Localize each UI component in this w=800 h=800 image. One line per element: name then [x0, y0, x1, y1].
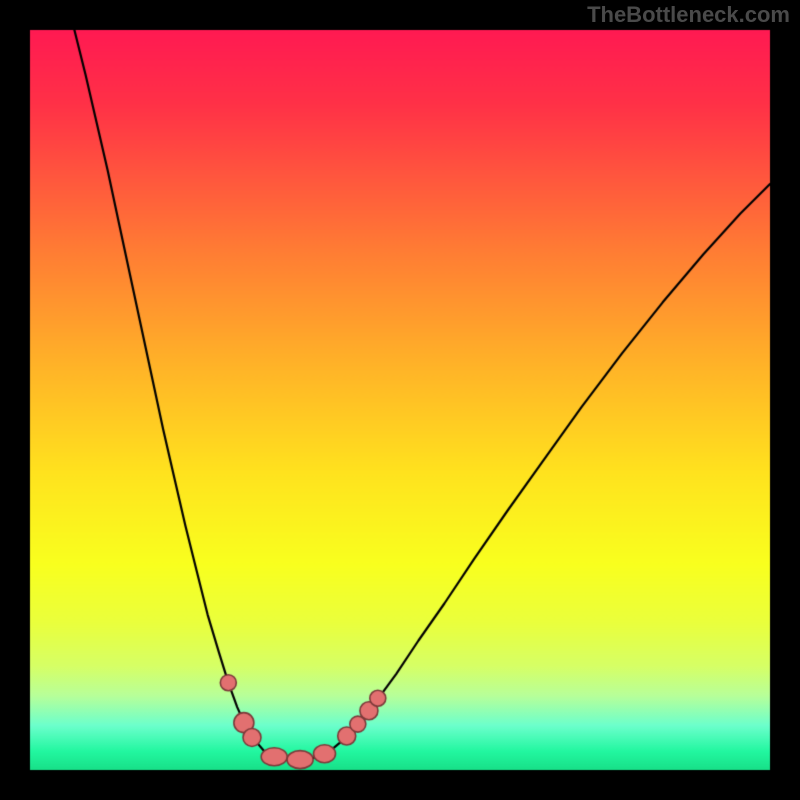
watermark-text: TheBottleneck.com — [587, 2, 790, 28]
bottleneck-chart-canvas — [0, 0, 800, 800]
